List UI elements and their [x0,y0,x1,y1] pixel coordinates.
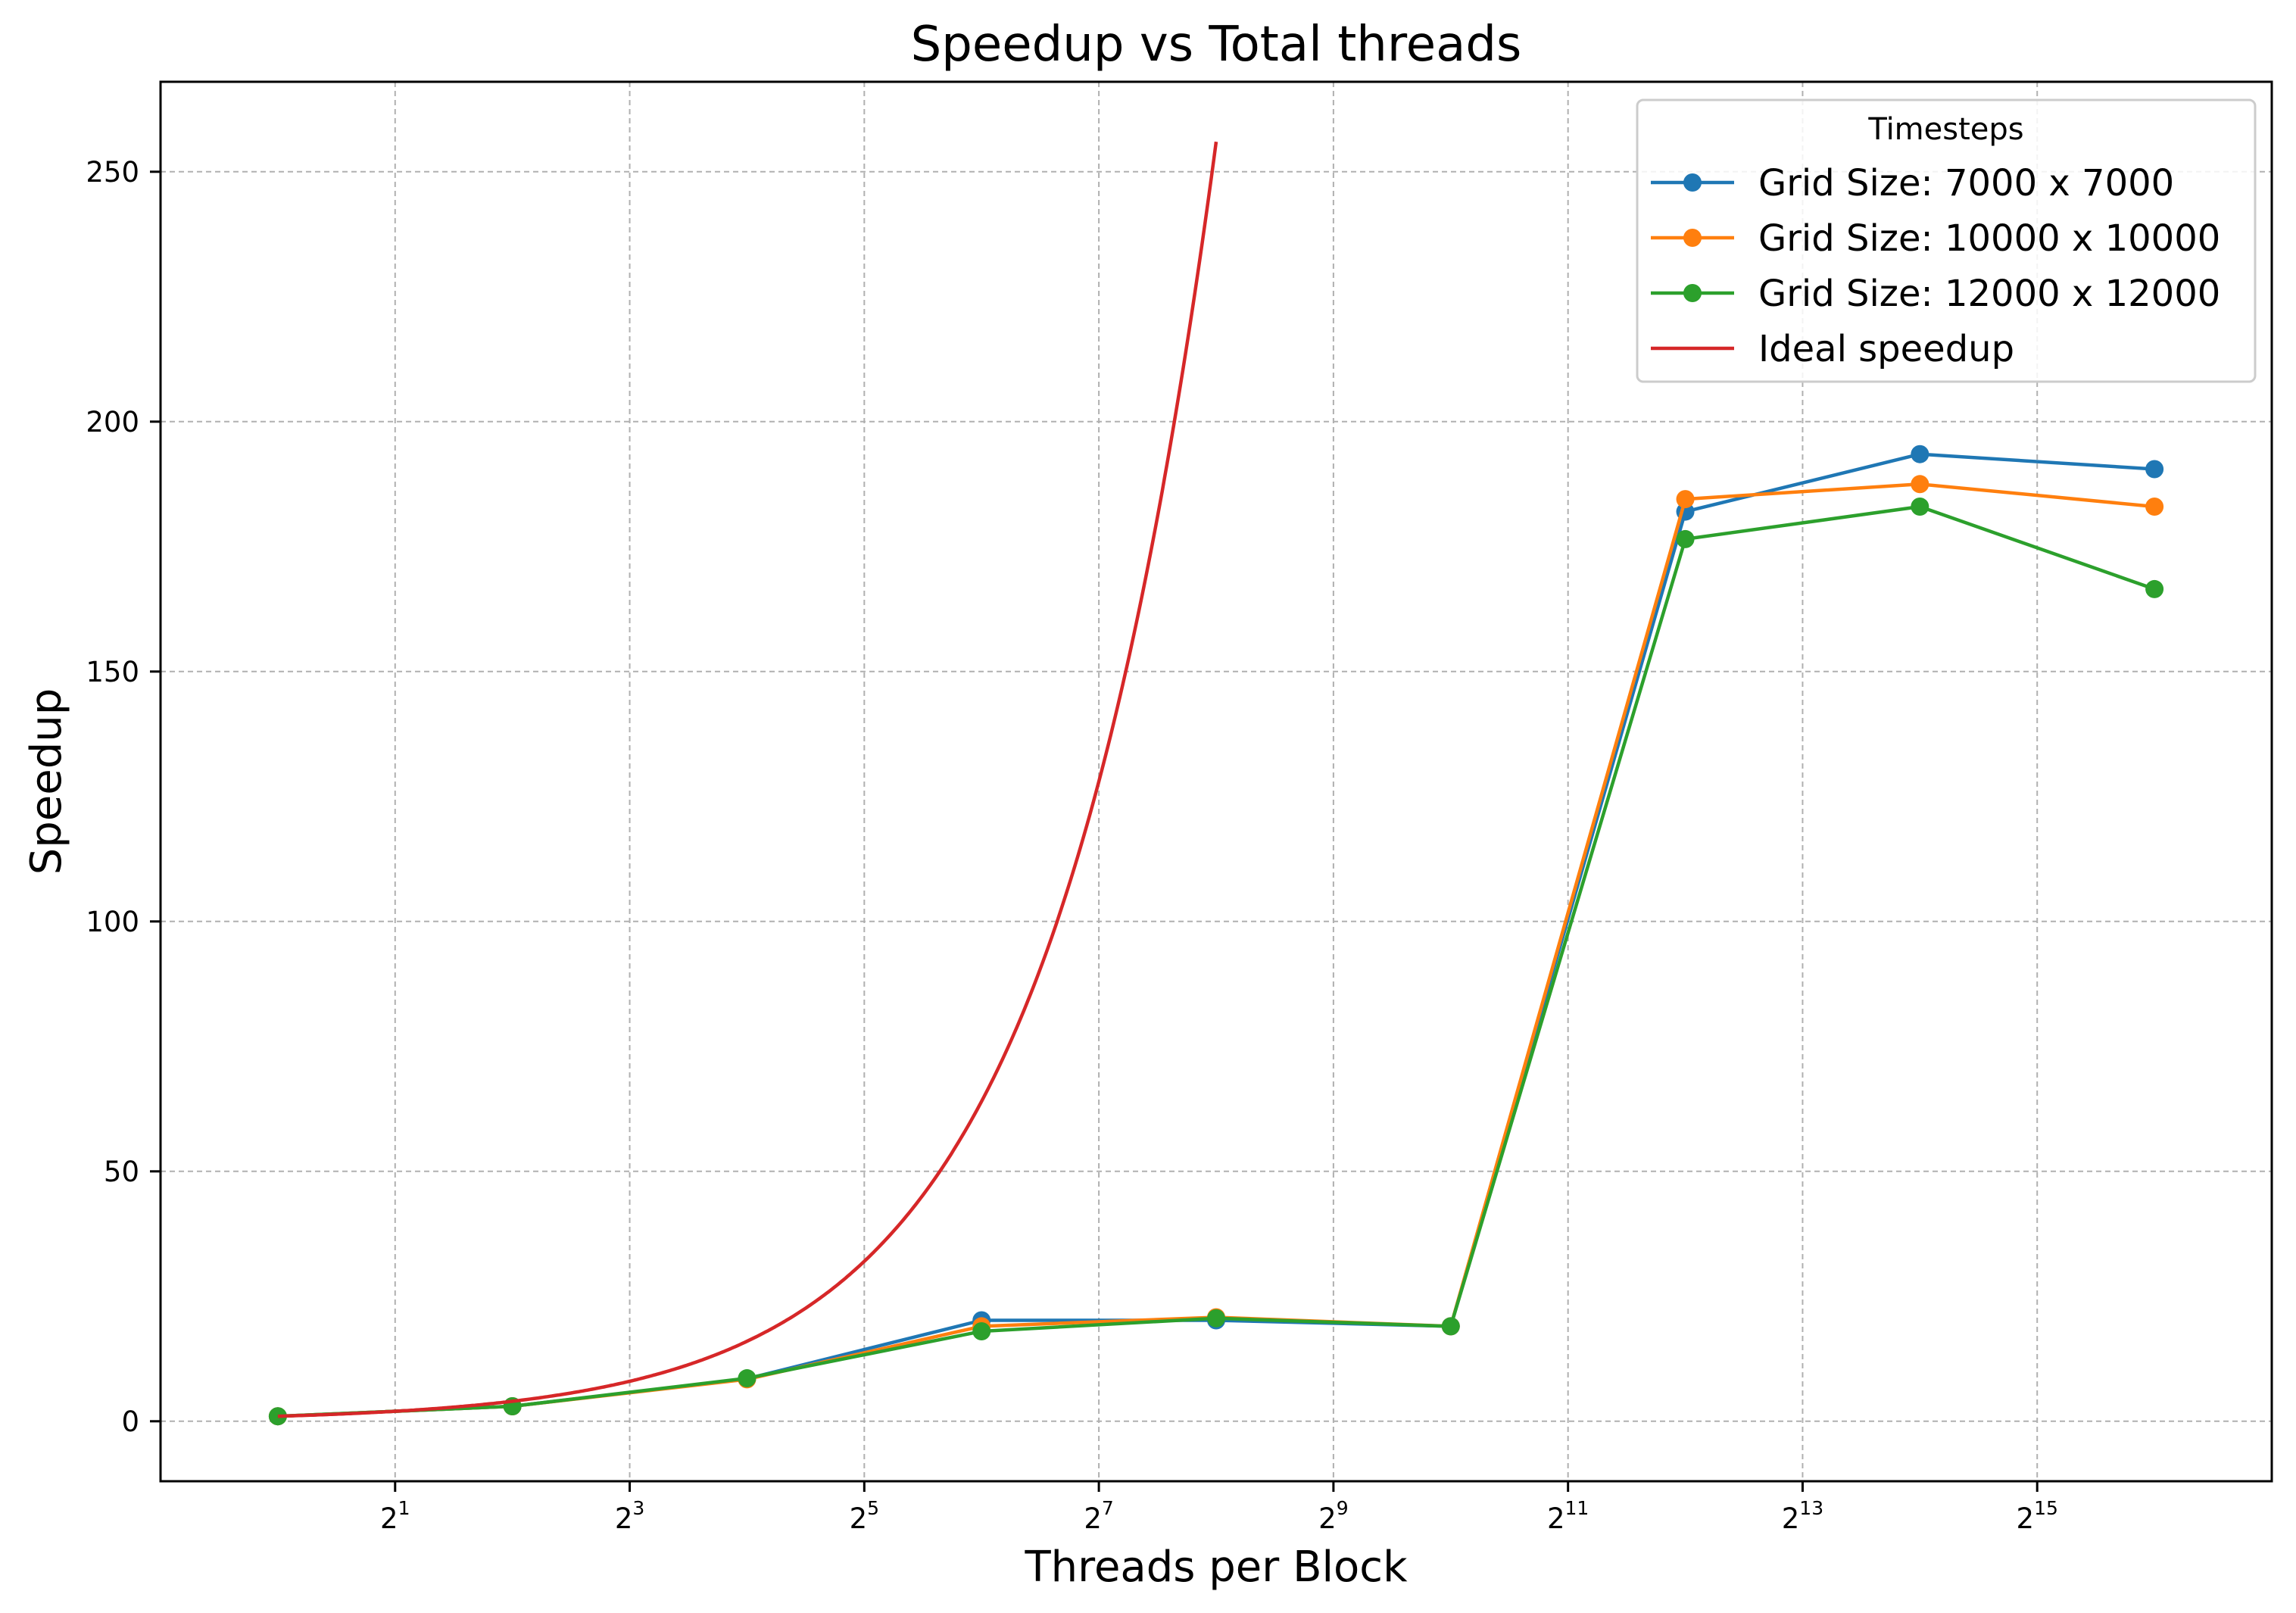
series-line [277,141,1218,1418]
y-tick-label: 50 [104,1156,139,1188]
legend-item: Grid Size: 7000 x 7000 [1651,162,2174,204]
data-point [1911,445,1929,463]
x-tick-base: 2 [615,1502,633,1535]
legend-swatch-marker [1683,284,1702,302]
x-tick-base: 2 [850,1502,868,1535]
y-tick-label: 250 [86,156,139,189]
x-tick-exponent: 7 [1102,1497,1114,1519]
x-tick-base: 2 [1318,1502,1337,1535]
legend-item: Grid Size: 12000 x 12000 [1651,273,2220,315]
data-point [972,1322,991,1340]
data-point [1911,498,1929,516]
plot-frame [159,80,2273,1483]
x-axis-title: Threads per Block [1024,1543,1408,1592]
x-tick-base: 2 [1084,1502,1102,1535]
x-tick-label: 29 [1318,1497,1348,1535]
legend-label: Grid Size: 7000 x 7000 [1758,162,2174,204]
x-tick-exponent: 1 [398,1497,410,1519]
plot-series [268,141,2164,1426]
x-tick-exponent: 9 [1337,1497,1349,1519]
x-tick-exponent: 15 [2034,1497,2058,1519]
y-axis: 0 50 100 150 200 250 [86,156,161,1438]
x-tick-label: 23 [615,1497,644,1535]
y-tick-label: 0 [121,1406,139,1438]
x-tick-label: 27 [1084,1497,1113,1535]
data-point [268,1407,287,1426]
x-tick-exponent: 3 [632,1497,644,1519]
legend-items: Grid Size: 7000 x 7000 Grid Size: 10000 x… [1651,162,2220,370]
x-tick-exponent: 11 [1565,1497,1589,1519]
data-point [1676,490,1695,509]
data-point [1207,1309,1225,1328]
x-tick-base: 2 [2017,1502,2035,1535]
y-axis-title: Speedup [22,688,71,875]
data-point [1676,529,1695,548]
legend-label: Grid Size: 12000 x 12000 [1758,273,2220,315]
legend-item: Grid Size: 10000 x 10000 [1651,217,2220,260]
data-point [2145,498,2164,516]
data-point [1441,1317,1460,1336]
legend-box [1636,98,2257,383]
y-tick-label: 200 [86,406,139,438]
data-point [2145,460,2164,479]
x-tick-exponent: 13 [1799,1497,1823,1519]
x-tick-label: 211 [1547,1497,1589,1535]
legend-label: Ideal speedup [1758,328,2014,370]
y-tick-label: 150 [86,656,139,688]
x-tick-base: 2 [1547,1502,1565,1535]
data-point [1911,475,1929,494]
legend-label: Grid Size: 10000 x 10000 [1758,217,2220,260]
y-tick-label: 100 [86,906,139,938]
x-axis: 21 23 25 27 29 211 213 215 [380,1481,2058,1535]
x-tick-exponent: 5 [867,1497,879,1519]
x-tick-base: 2 [380,1502,398,1535]
series-4 [277,141,1218,1418]
x-tick-label: 213 [1782,1497,1823,1535]
legend-title: Timesteps [1867,112,2023,147]
legend-swatch-marker [1683,173,1702,192]
data-point [2145,579,2164,598]
x-tick-label: 21 [380,1497,410,1535]
legend-item: Ideal speedup [1651,328,2014,370]
chart-title: Speedup vs Total threads [911,17,1522,73]
data-point [738,1369,756,1388]
x-tick-label: 25 [850,1497,879,1535]
legend-swatch-marker [1683,229,1702,247]
x-tick-label: 215 [2017,1497,2058,1535]
x-tick-base: 2 [1782,1502,1800,1535]
